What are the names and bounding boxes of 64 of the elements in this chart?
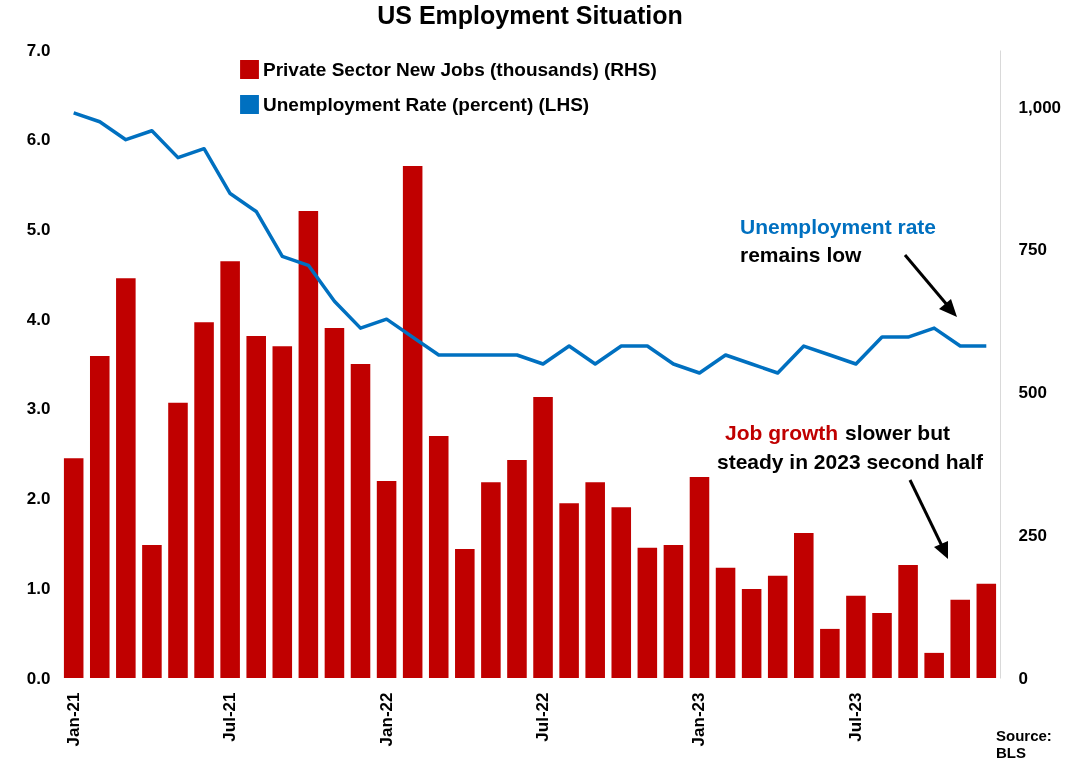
bar bbox=[767, 575, 788, 678]
bar bbox=[481, 482, 501, 678]
bar bbox=[376, 481, 397, 678]
annotation: remains low bbox=[740, 243, 863, 266]
bar bbox=[507, 459, 527, 678]
bar bbox=[350, 364, 371, 678]
bar bbox=[898, 564, 918, 678]
bar bbox=[168, 402, 188, 678]
y-tick-label: 1.0 bbox=[26, 578, 51, 598]
bar bbox=[298, 211, 319, 678]
bar bbox=[324, 328, 345, 678]
y-tick-label: 7.0 bbox=[26, 40, 51, 60]
bar bbox=[63, 458, 84, 678]
bar bbox=[194, 322, 214, 678]
bar bbox=[585, 482, 605, 678]
x-tick-label: Jan-23 bbox=[689, 692, 709, 747]
bar bbox=[950, 599, 971, 678]
legend-label: Unemployment Rate (percent) (LHS) bbox=[263, 93, 590, 115]
bar bbox=[272, 346, 293, 678]
bar bbox=[246, 336, 266, 678]
bar bbox=[794, 532, 814, 678]
x-tick-label: Jan-21 bbox=[63, 692, 83, 747]
y2-tick-label: 1,000 bbox=[1018, 97, 1062, 117]
bar bbox=[455, 548, 475, 678]
y-tick-label: 0.0 bbox=[26, 668, 51, 688]
bar bbox=[924, 652, 944, 678]
bar bbox=[220, 261, 240, 678]
bar bbox=[663, 544, 684, 678]
annotation: Job growth bbox=[725, 421, 839, 444]
bar bbox=[89, 356, 110, 678]
x-tick-label: Jan-22 bbox=[376, 692, 396, 747]
y2-tick-label: 500 bbox=[1018, 383, 1047, 403]
annotation: steady in 2023 second half bbox=[717, 450, 985, 473]
bar bbox=[116, 278, 136, 678]
chart-title: US Employment Situation bbox=[377, 1, 683, 29]
bar bbox=[872, 612, 892, 678]
bar bbox=[402, 165, 423, 678]
annotation: slower but bbox=[845, 421, 951, 444]
y2-tick-label: 250 bbox=[1018, 525, 1047, 545]
y-tick-label: 2.0 bbox=[26, 489, 51, 509]
y-tick-label: 6.0 bbox=[26, 130, 51, 150]
y2-tick-label: 750 bbox=[1018, 240, 1047, 260]
bar bbox=[533, 397, 553, 678]
bar bbox=[715, 567, 736, 678]
x-tick-label: Jul-22 bbox=[533, 692, 553, 742]
y-tick-label: 3.0 bbox=[26, 399, 51, 419]
bar bbox=[428, 435, 449, 678]
bar bbox=[741, 588, 762, 678]
bar bbox=[820, 628, 840, 678]
bar bbox=[689, 477, 710, 678]
legend-label: Private Sector New Jobs (thousands) (RHS) bbox=[263, 58, 657, 80]
bar bbox=[142, 544, 162, 678]
x-tick-label: Jul-21 bbox=[220, 692, 240, 742]
source-note: Source: BLS bbox=[996, 727, 1052, 761]
bar bbox=[846, 595, 866, 678]
y-tick-label: 5.0 bbox=[26, 219, 51, 239]
bar bbox=[637, 547, 658, 678]
bar bbox=[976, 583, 997, 678]
annotation: Unemployment rate bbox=[740, 215, 937, 238]
x-tick-label: Jul-23 bbox=[845, 692, 865, 742]
y-tick-label: 4.0 bbox=[26, 309, 51, 329]
bar bbox=[611, 507, 632, 678]
y2-tick-label: 0 bbox=[1018, 668, 1028, 688]
bar bbox=[559, 503, 579, 678]
